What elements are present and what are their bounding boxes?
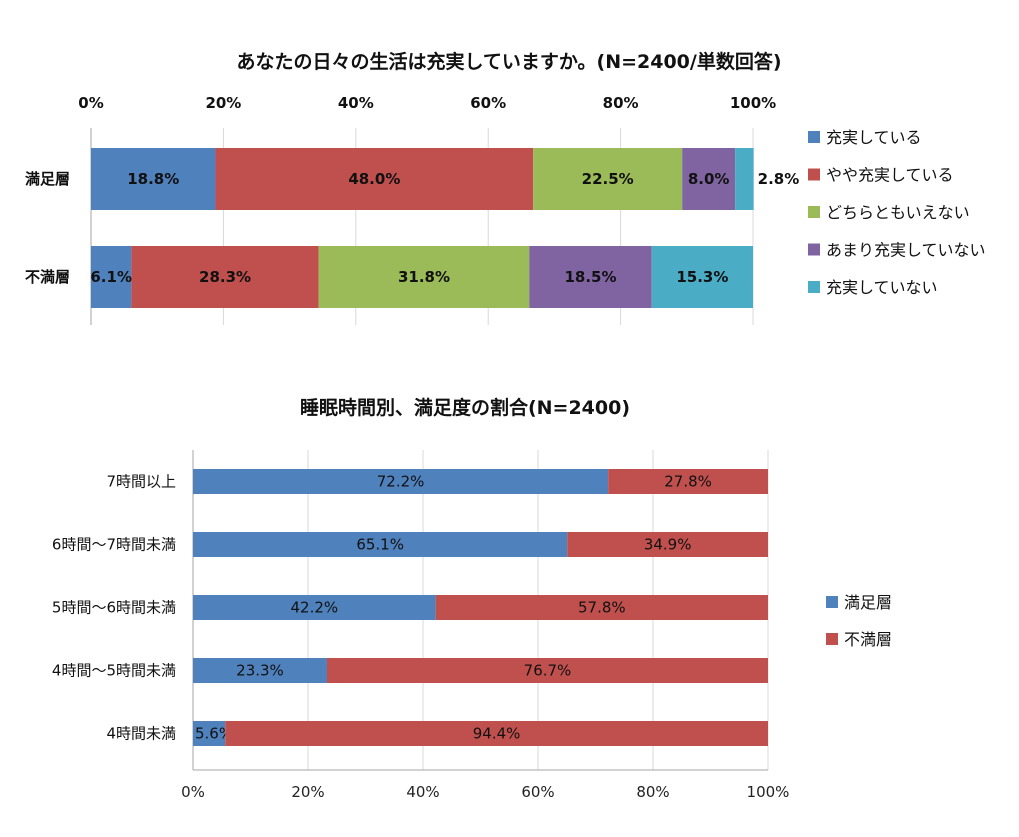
chart1-legend-swatch [808, 243, 820, 256]
chart1-x-tick-label: 20% [205, 94, 241, 112]
chart2-bar-segment [225, 721, 768, 746]
chart1-data-label: 18.5% [564, 268, 616, 286]
chart1-bar-segment [651, 246, 753, 308]
chart1-legend-label: どちらともいえない [826, 203, 970, 222]
chart1-bar-segment [215, 148, 534, 210]
chart2-category-label: 4時間未満 [106, 725, 176, 743]
chart2-bar-segment [193, 595, 436, 620]
chart2-x-tick-label: 100% [747, 783, 790, 801]
chart2-x-tick-label: 20% [291, 783, 324, 801]
chart2-x-tick-label: 40% [406, 783, 439, 801]
chart1-bar-segment [131, 246, 319, 308]
chart2-x-tick-label: 80% [636, 783, 669, 801]
chart2-data-label: 5.6% [195, 725, 233, 743]
chart1-legend-label: あまり充実していない [826, 241, 986, 260]
chart1-x-tick-label: 40% [338, 94, 374, 112]
chart1-bar-segment [529, 246, 652, 308]
chart2-data-label: 23.3% [236, 662, 284, 680]
chart2-bar-segment [193, 469, 609, 494]
chart1-legend-label: 充実している [826, 128, 922, 147]
chart1-category-label: 満足層 [25, 170, 70, 188]
chart2-bar-segment [567, 532, 768, 557]
chart1-legend-swatch [808, 281, 820, 293]
chart2-category-label: 6時間～7時間未満 [52, 536, 176, 554]
chart2-category-label: 5時間～6時間未満 [52, 599, 176, 617]
chart1-legend-swatch [808, 131, 820, 143]
chart1-data-label: 48.0% [348, 170, 400, 188]
chart1-legend-swatch [808, 168, 820, 181]
chart1-bar-segment [735, 148, 754, 210]
chart2-data-label: 34.9% [644, 536, 692, 554]
chart2-bar-segment [193, 721, 226, 746]
chart1-data-label: 6.1% [90, 268, 132, 286]
chart2-bar-segment [435, 595, 768, 620]
chart2-bar-segment [193, 532, 568, 557]
chart2-category-label: 7時間以上 [106, 473, 176, 491]
chart2-data-label: 65.1% [356, 536, 404, 554]
chart2-x-tick-label: 60% [521, 783, 554, 801]
chart1-legend-label: やや充実している [826, 166, 954, 185]
chart2-category-label: 4時間～5時間未満 [52, 662, 176, 680]
chart2-legend-label: 満足層 [844, 593, 892, 612]
chart1-legend-label: 充実していない [826, 278, 938, 297]
chart2-data-label: 27.8% [664, 473, 712, 491]
chart1-data-label: 28.3% [199, 268, 251, 286]
chart2-data-label: 42.2% [290, 599, 338, 617]
chart1-data-label: 18.8% [127, 170, 179, 188]
chart1-data-label: 15.3% [676, 268, 728, 286]
chart1-data-label: 22.5% [582, 170, 634, 188]
chart2-bar-segment [608, 469, 768, 494]
chart1-data-label: 8.0% [688, 170, 730, 188]
chart2-x-tick-label: 0% [181, 783, 205, 801]
chart2-title: 睡眠時間別、満足度の割合(N=2400) [300, 396, 630, 419]
chart2-legend-label: 不満層 [844, 630, 892, 649]
chart1-bar-segment [682, 148, 736, 210]
chart2-legend-swatch [826, 633, 838, 645]
chart2-data-label: 57.8% [578, 599, 626, 617]
chart1-data-label: 31.8% [398, 268, 450, 286]
chart1-category-label: 不満層 [25, 268, 70, 286]
chart2-data-label: 94.4% [473, 725, 521, 743]
chart2-bar-segment [193, 658, 327, 683]
chart1-bar-segment [533, 148, 683, 210]
chart2-legend-swatch [826, 596, 838, 608]
chart1-x-tick-label: 0% [78, 94, 103, 112]
chart1-data-label: 2.8% [758, 170, 800, 188]
chart1-bar-segment [91, 148, 216, 210]
chart1-bar-segment [91, 246, 132, 308]
chart1-x-tick-label: 80% [603, 94, 639, 112]
chart1-legend-swatch [808, 206, 820, 218]
chart2-data-label: 72.2% [377, 473, 425, 491]
chart2-bar-segment [326, 658, 768, 683]
chart1-x-tick-label: 60% [470, 94, 506, 112]
chart1-title: あなたの日々の生活は充実していますか。(N=2400/単数回答) [236, 50, 781, 73]
chart2-data-label: 76.7% [524, 662, 572, 680]
chart1-bar-segment [318, 246, 530, 308]
chart1-x-tick-label: 100% [730, 94, 776, 112]
